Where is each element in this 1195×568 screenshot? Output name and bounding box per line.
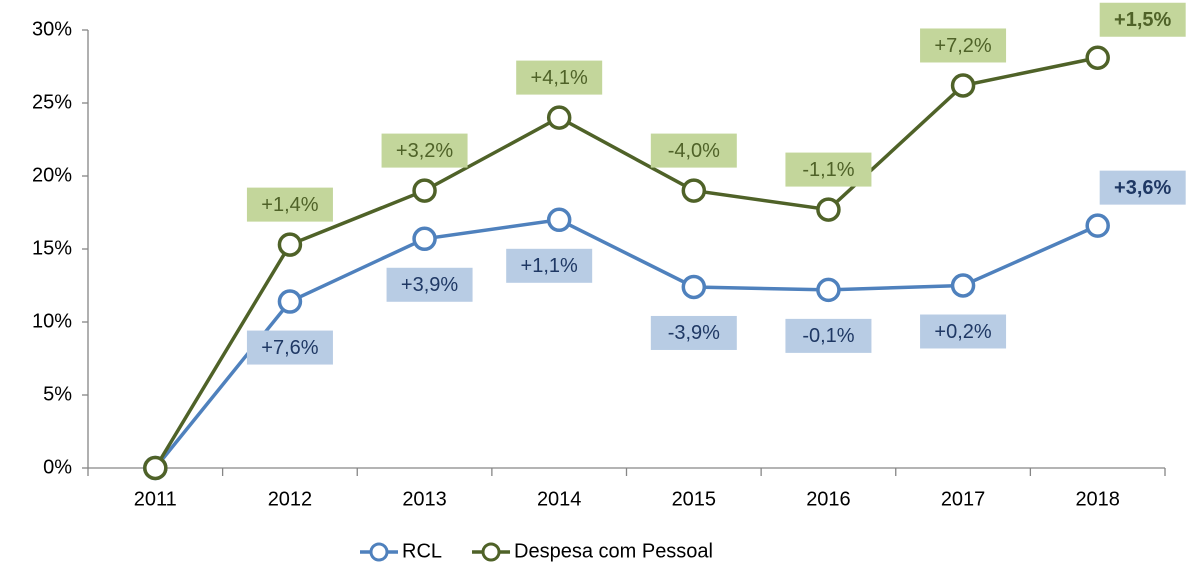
label-box: [246, 330, 333, 365]
label-box: [785, 318, 872, 353]
y-tick-label: 25%: [32, 91, 72, 113]
point: [412, 226, 437, 252]
data-label: +1,1%: [521, 255, 578, 277]
x-tick-label: 2018: [1075, 488, 1120, 510]
data-label: -4,0%: [668, 140, 720, 162]
point: [143, 455, 168, 481]
y-tick-label: 15%: [32, 237, 72, 259]
label-box: [386, 267, 473, 302]
data-label: +7,2%: [934, 35, 991, 57]
y-tick-label: 10%: [32, 310, 72, 332]
legend-label: RCL: [402, 540, 442, 562]
point: [412, 178, 437, 203]
data-label: +1,4%: [261, 194, 318, 216]
point: [681, 178, 707, 203]
label-box: [516, 60, 603, 95]
y-tick-label: 20%: [32, 164, 72, 186]
point: [816, 197, 841, 222]
data-label: +3,2%: [396, 140, 453, 162]
y-tick-label: 30%: [32, 18, 72, 40]
series-line: [153, 56, 1099, 469]
data-label: -1,1%: [802, 159, 854, 181]
legend-marker: [481, 542, 501, 562]
x-tick-label: 2014: [537, 488, 582, 510]
label-box: [920, 314, 1007, 349]
label-box: [1099, 2, 1186, 37]
label-box: [785, 152, 872, 187]
point: [546, 207, 572, 233]
label-box: [246, 187, 333, 222]
series-line: [153, 217, 1099, 470]
data-label: -3,9%: [668, 322, 720, 344]
x-tick-label: 2016: [806, 488, 851, 510]
data-label: +1,5%: [1114, 9, 1171, 31]
point: [816, 277, 841, 303]
x-tick-label: 2017: [941, 488, 986, 510]
x-tick-label: 2013: [402, 488, 447, 510]
point: [277, 289, 303, 314]
label-box: [1099, 170, 1186, 205]
data-label: -0,1%: [802, 325, 854, 347]
point: [681, 274, 707, 300]
legend-marker: [369, 542, 389, 562]
data-label: +0,2%: [934, 321, 991, 343]
label-box: [650, 315, 737, 350]
point: [950, 73, 976, 98]
label-box: [920, 28, 1007, 63]
y-tick-label: 5%: [43, 383, 72, 405]
legend-label: Despesa com Pessoal: [514, 540, 713, 562]
point: [277, 232, 303, 257]
point: [1085, 213, 1110, 238]
y-tick-label: 0%: [43, 456, 72, 478]
point: [950, 273, 976, 298]
point: [1085, 45, 1110, 70]
data-label: +4,1%: [531, 67, 588, 89]
x-tick-label: 2011: [134, 488, 177, 510]
data-label: +3,6%: [1114, 177, 1171, 199]
label-box: [506, 248, 593, 283]
label-box: [650, 133, 737, 168]
x-tick-label: 2015: [672, 488, 717, 510]
label-box: [381, 133, 468, 168]
data-label: +3,9%: [401, 274, 458, 296]
x-tick-label: 2012: [268, 488, 313, 510]
point: [546, 105, 572, 130]
data-label: +7,6%: [261, 337, 318, 359]
